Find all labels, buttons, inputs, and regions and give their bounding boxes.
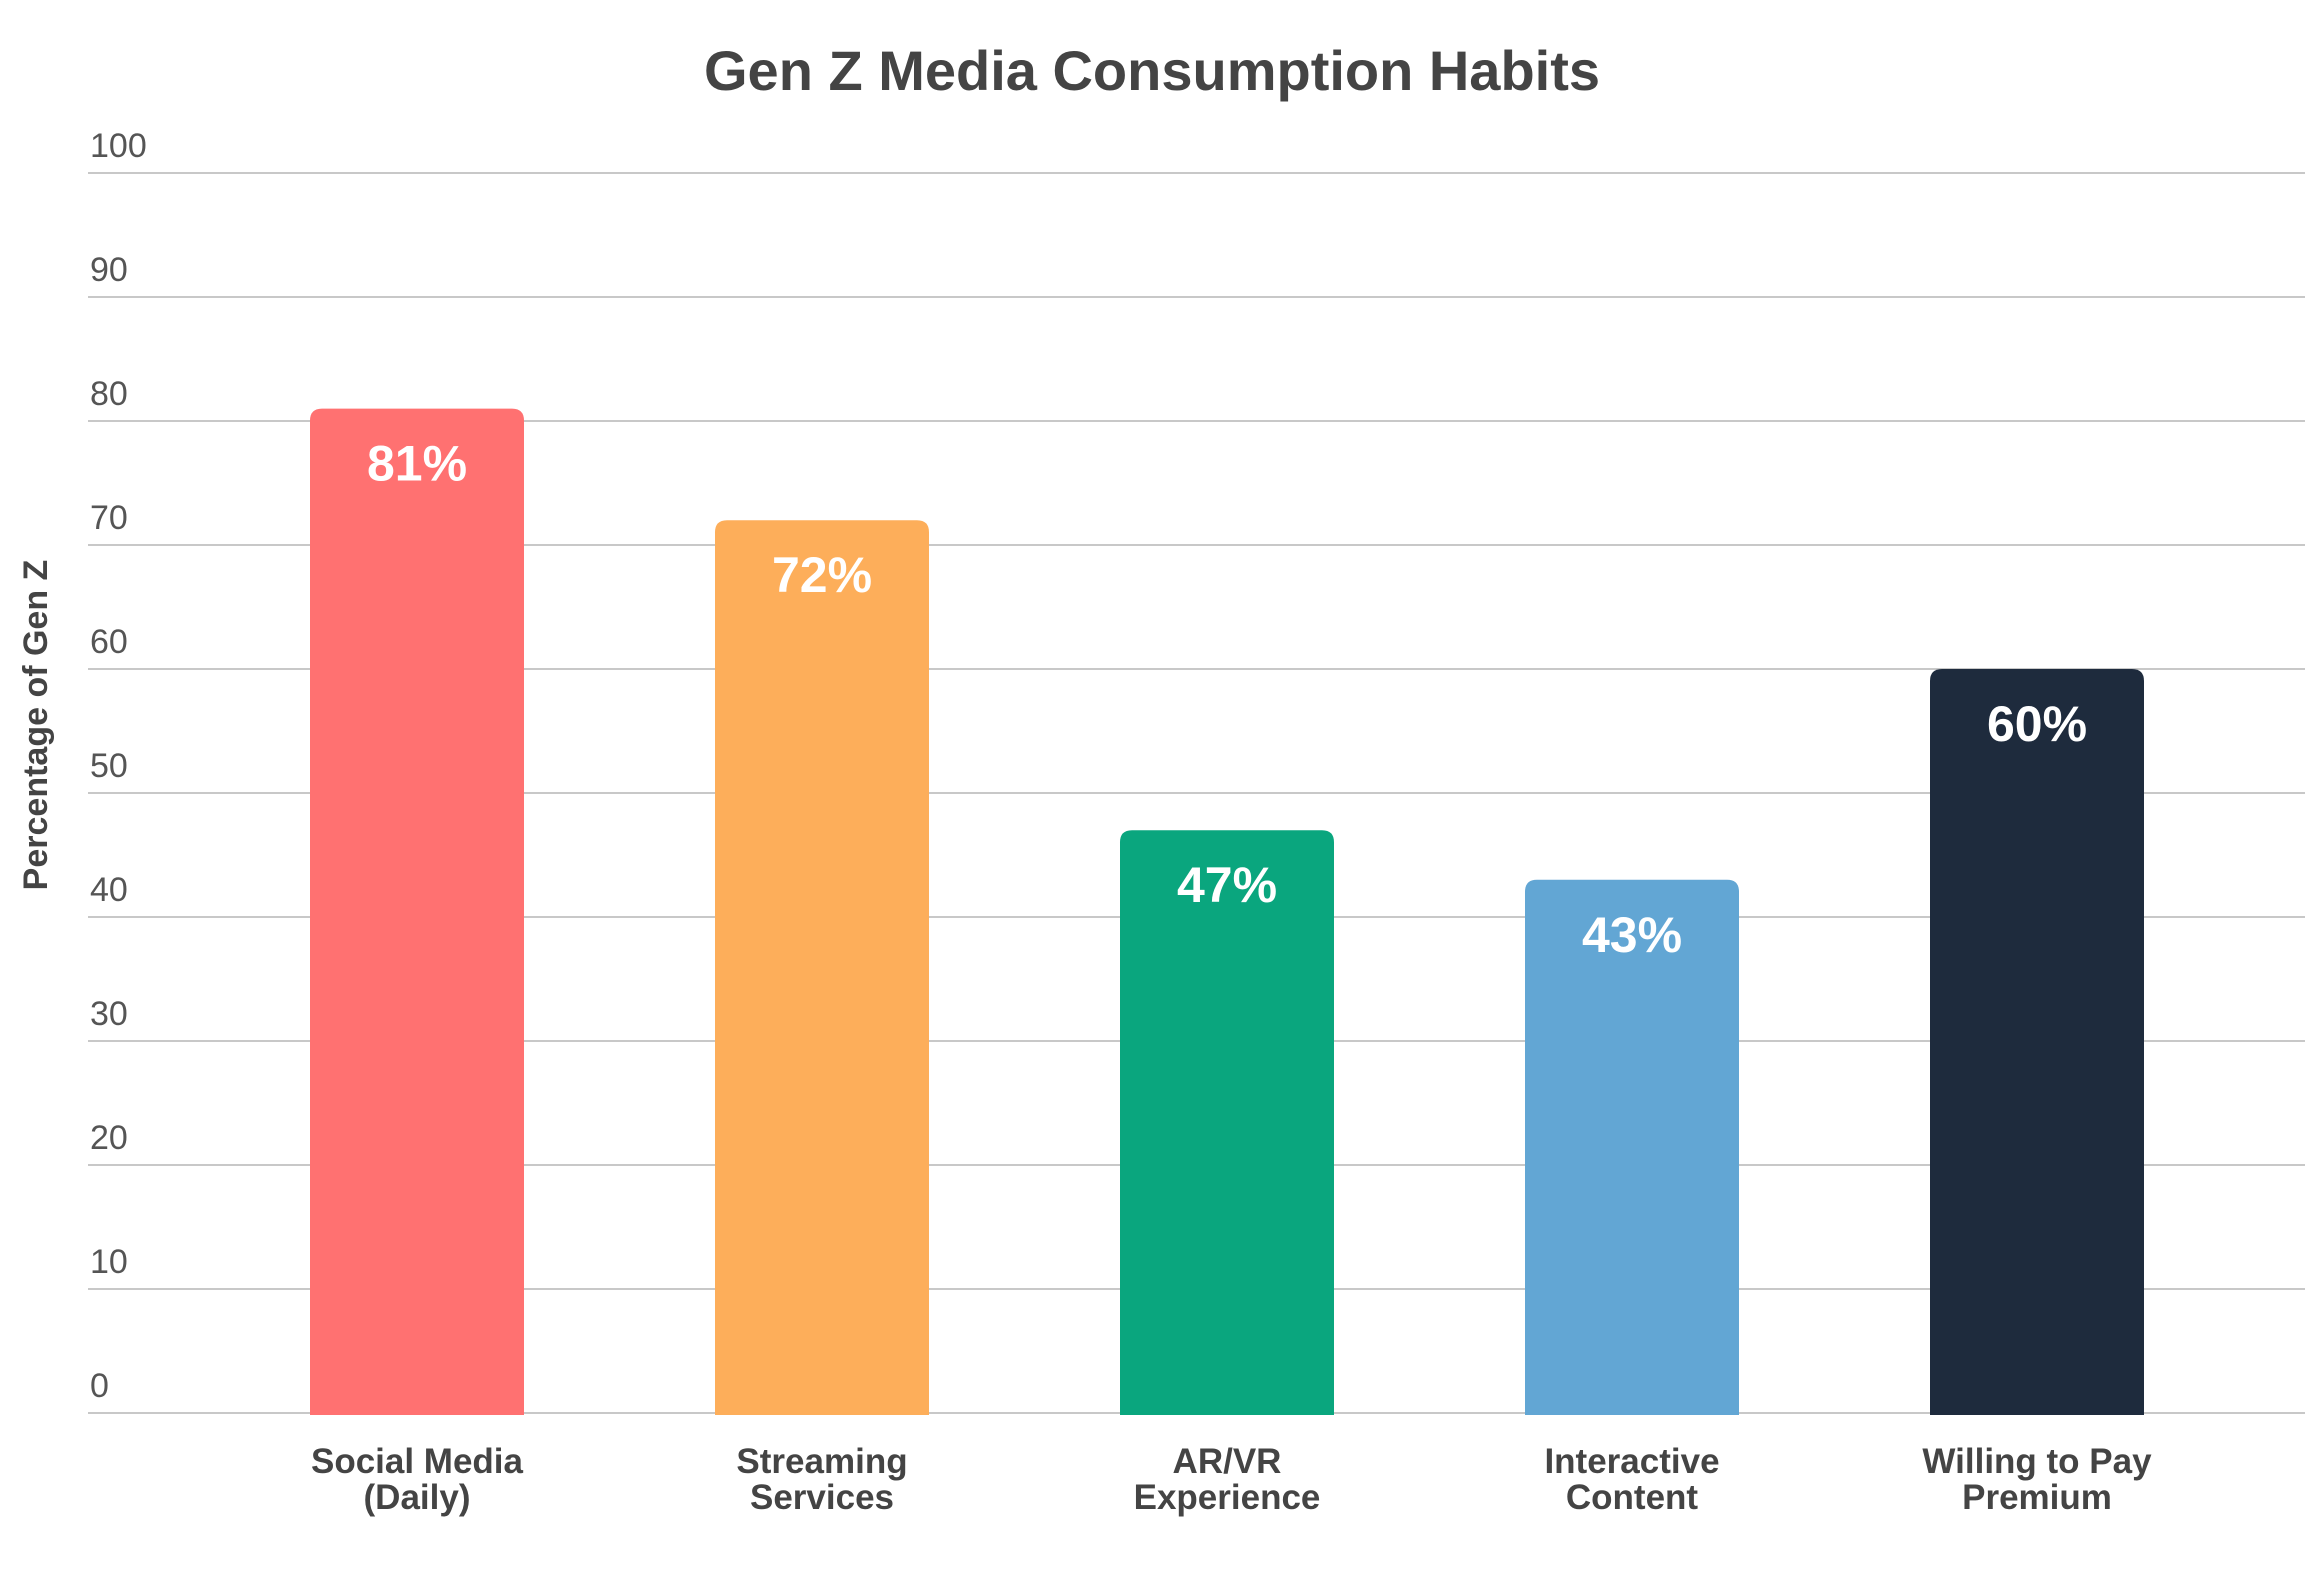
y-tick-label: 80 (90, 375, 128, 413)
y-tick-label: 50 (90, 747, 128, 785)
x-tick-label-line: (Daily) (364, 1478, 471, 1517)
bar-data-label: 47% (1177, 857, 1277, 913)
x-tick-label-line: Content (1566, 1478, 1699, 1517)
y-tick-label: 40 (90, 871, 128, 909)
y-axis-label: Percentage of Gen Z (17, 560, 55, 891)
y-tick-label: 20 (90, 1119, 128, 1157)
y-tick-label: 70 (90, 499, 128, 537)
bar (1120, 830, 1334, 1415)
x-tick-label-line: Streaming (736, 1442, 907, 1481)
bar-data-label: 72% (772, 547, 872, 603)
y-axis-ticks: 0 10 20 30 40 50 60 70 80 90 100 (90, 127, 147, 1405)
x-tick-label-line: Experience (1134, 1478, 1321, 1517)
bar (310, 408, 524, 1416)
x-tick-label: Willing to Pay Premium (1922, 1442, 2152, 1517)
x-tick-label: Streaming Services (736, 1442, 907, 1517)
x-tick-label-line: Interactive (1544, 1442, 1719, 1481)
bar-data-labels: 81% 72% 47% 43% 60% (367, 436, 2087, 963)
bar-data-label: 81% (367, 436, 467, 492)
x-tick-label-line: Social Media (311, 1442, 524, 1481)
bar (1930, 669, 2144, 1415)
x-tick-label: AR/VR Experience (1134, 1442, 1321, 1517)
bar (1525, 879, 1739, 1415)
x-tick-label-line: AR/VR (1173, 1442, 1282, 1481)
x-tick-label-line: Services (750, 1478, 894, 1517)
x-tick-label: Interactive Content (1544, 1442, 1719, 1517)
bars (310, 408, 2144, 1416)
x-tick-label: Social Media (Daily) (311, 1442, 524, 1517)
x-tick-label-line: Premium (1962, 1478, 2112, 1517)
y-tick-label: 10 (90, 1243, 128, 1281)
y-tick-label: 0 (90, 1367, 109, 1405)
y-tick-label: 30 (90, 995, 128, 1033)
x-tick-label-line: Willing to Pay (1922, 1442, 2152, 1481)
bar (715, 520, 929, 1415)
bar-data-label: 43% (1582, 907, 1682, 963)
y-tick-label: 60 (90, 623, 128, 661)
y-tick-label: 100 (90, 127, 147, 165)
bar-data-label: 60% (1987, 696, 2087, 752)
x-axis-ticks: Social Media (Daily) Streaming Services AR/V… (311, 1442, 2152, 1517)
y-tick-label: 90 (90, 251, 128, 289)
chart-title: Gen Z Media Consumption Habits (704, 39, 1600, 102)
